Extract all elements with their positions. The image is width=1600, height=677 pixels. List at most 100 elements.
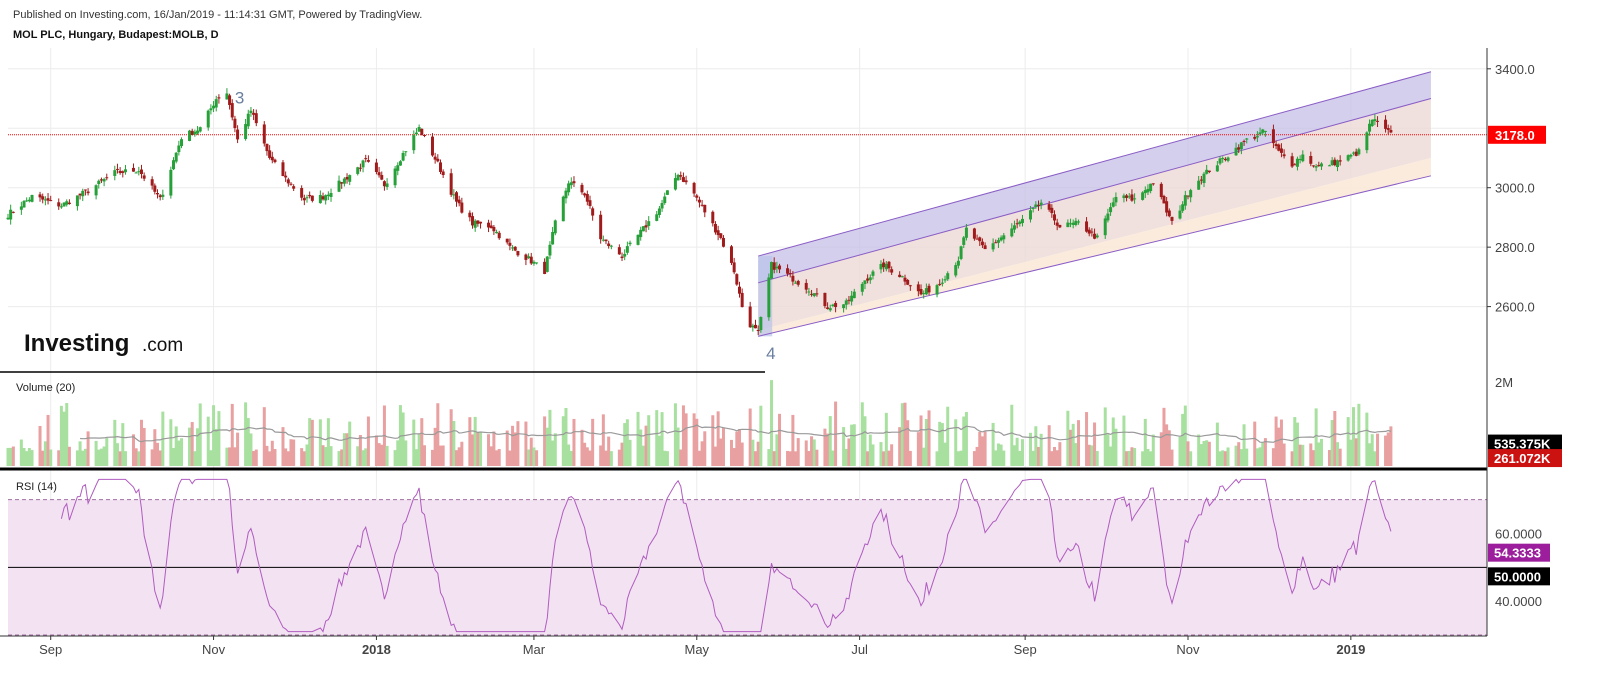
volume-bar <box>123 451 127 466</box>
volume-bar <box>1202 440 1206 466</box>
candle-up <box>628 242 632 245</box>
candle-down <box>644 225 648 228</box>
volume-bar <box>553 433 557 466</box>
candle-down <box>471 216 475 226</box>
symbol-title: MOL PLC, Hungary, Budapest:MOLB, D <box>13 29 219 41</box>
volume-bar <box>954 419 958 466</box>
volume-bar <box>527 449 531 466</box>
volume-bar <box>1093 422 1097 466</box>
volume-bar <box>823 428 827 466</box>
candle-up <box>246 113 250 127</box>
candle-down <box>158 195 162 198</box>
chart-axes <box>0 48 1488 637</box>
candle-down <box>83 189 87 191</box>
candle-up <box>1106 213 1110 221</box>
volume-bar <box>1245 448 1249 466</box>
volume-bar <box>807 450 811 466</box>
candle-down <box>99 179 103 181</box>
candle-up <box>655 214 659 221</box>
candle-up <box>996 240 1000 243</box>
volume-bar <box>348 421 352 466</box>
volume-bar <box>78 441 82 466</box>
volume-bar <box>844 448 848 466</box>
volume-bar <box>230 403 234 466</box>
rsi-midline-label: 50.0000 <box>1494 569 1541 584</box>
candle-down <box>1162 196 1166 204</box>
volume-bar <box>340 449 344 466</box>
volume-bar <box>1242 424 1246 466</box>
volume-bar <box>22 448 26 466</box>
candle-down <box>364 158 368 160</box>
volume-bar <box>1141 451 1145 466</box>
volume-bar <box>1327 449 1331 466</box>
volume-bar <box>1034 426 1038 466</box>
volume-bar <box>1036 446 1040 466</box>
volume-bar <box>1151 434 1155 466</box>
volume-bar <box>6 447 10 466</box>
volume-bar <box>978 431 982 466</box>
candle-down <box>438 162 442 172</box>
volume-bar <box>1127 450 1131 466</box>
time-tick-label: Nov <box>1176 642 1200 657</box>
candle-up <box>249 110 253 114</box>
candle-down <box>1279 148 1283 153</box>
volume-bar <box>1357 403 1361 466</box>
candle-down <box>826 307 830 310</box>
candle-down <box>529 256 533 264</box>
volume-bar <box>358 434 362 466</box>
candle-up <box>812 293 816 297</box>
candle-down <box>1055 222 1059 226</box>
wave-label: 3 <box>235 89 244 108</box>
candle-down <box>729 246 733 263</box>
volume-bar <box>545 427 549 466</box>
volume-bar <box>1103 407 1107 466</box>
volume-bar <box>919 415 923 466</box>
candle-up <box>1183 195 1187 206</box>
candle-up <box>956 260 960 266</box>
candle-up <box>647 221 651 226</box>
volume-bar <box>1028 432 1032 466</box>
volume-bar <box>1261 442 1265 466</box>
candle-down <box>1282 154 1286 157</box>
candle-down <box>524 254 528 260</box>
volume-bar <box>831 450 835 466</box>
candle-down <box>599 214 603 240</box>
candle-up <box>123 169 127 173</box>
candle-down <box>273 159 277 163</box>
volume-bar <box>244 402 248 466</box>
candle-up <box>1141 192 1145 200</box>
volume-bar <box>1271 448 1275 466</box>
volume-bar <box>1053 446 1057 466</box>
volume-bar <box>505 430 509 466</box>
candle-down <box>1277 144 1281 151</box>
volume-bar <box>377 443 381 466</box>
candle-down <box>115 168 119 170</box>
candle-up <box>1319 163 1323 167</box>
volume-bar <box>495 450 499 466</box>
volume-bar <box>1215 422 1219 466</box>
candle-up <box>398 161 402 166</box>
volume-bar <box>67 446 71 466</box>
candle-down <box>1186 195 1190 197</box>
volume-bar <box>697 450 701 466</box>
volume-bar <box>137 451 141 466</box>
candle-down <box>906 279 910 285</box>
volume-bar <box>607 436 611 466</box>
candle-up <box>196 130 200 134</box>
candle-down <box>938 283 942 285</box>
candle-down <box>786 268 790 274</box>
volume-bar <box>131 434 135 466</box>
volume-bar <box>684 413 688 466</box>
candle-up <box>940 282 944 284</box>
candle-down <box>756 330 760 332</box>
volume-bar <box>740 442 744 466</box>
candle-up <box>770 261 774 279</box>
candle-up <box>1346 155 1350 161</box>
candle-down <box>778 265 782 270</box>
candle-up <box>452 194 456 196</box>
volume-bar <box>1311 450 1315 466</box>
volume-bar <box>882 451 886 466</box>
candle-down <box>289 183 293 185</box>
volume-bar <box>1018 450 1022 466</box>
